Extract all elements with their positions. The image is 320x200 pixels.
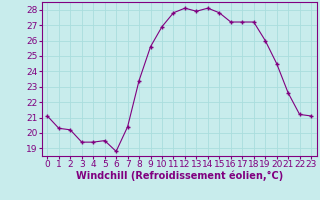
X-axis label: Windchill (Refroidissement éolien,°C): Windchill (Refroidissement éolien,°C) — [76, 171, 283, 181]
